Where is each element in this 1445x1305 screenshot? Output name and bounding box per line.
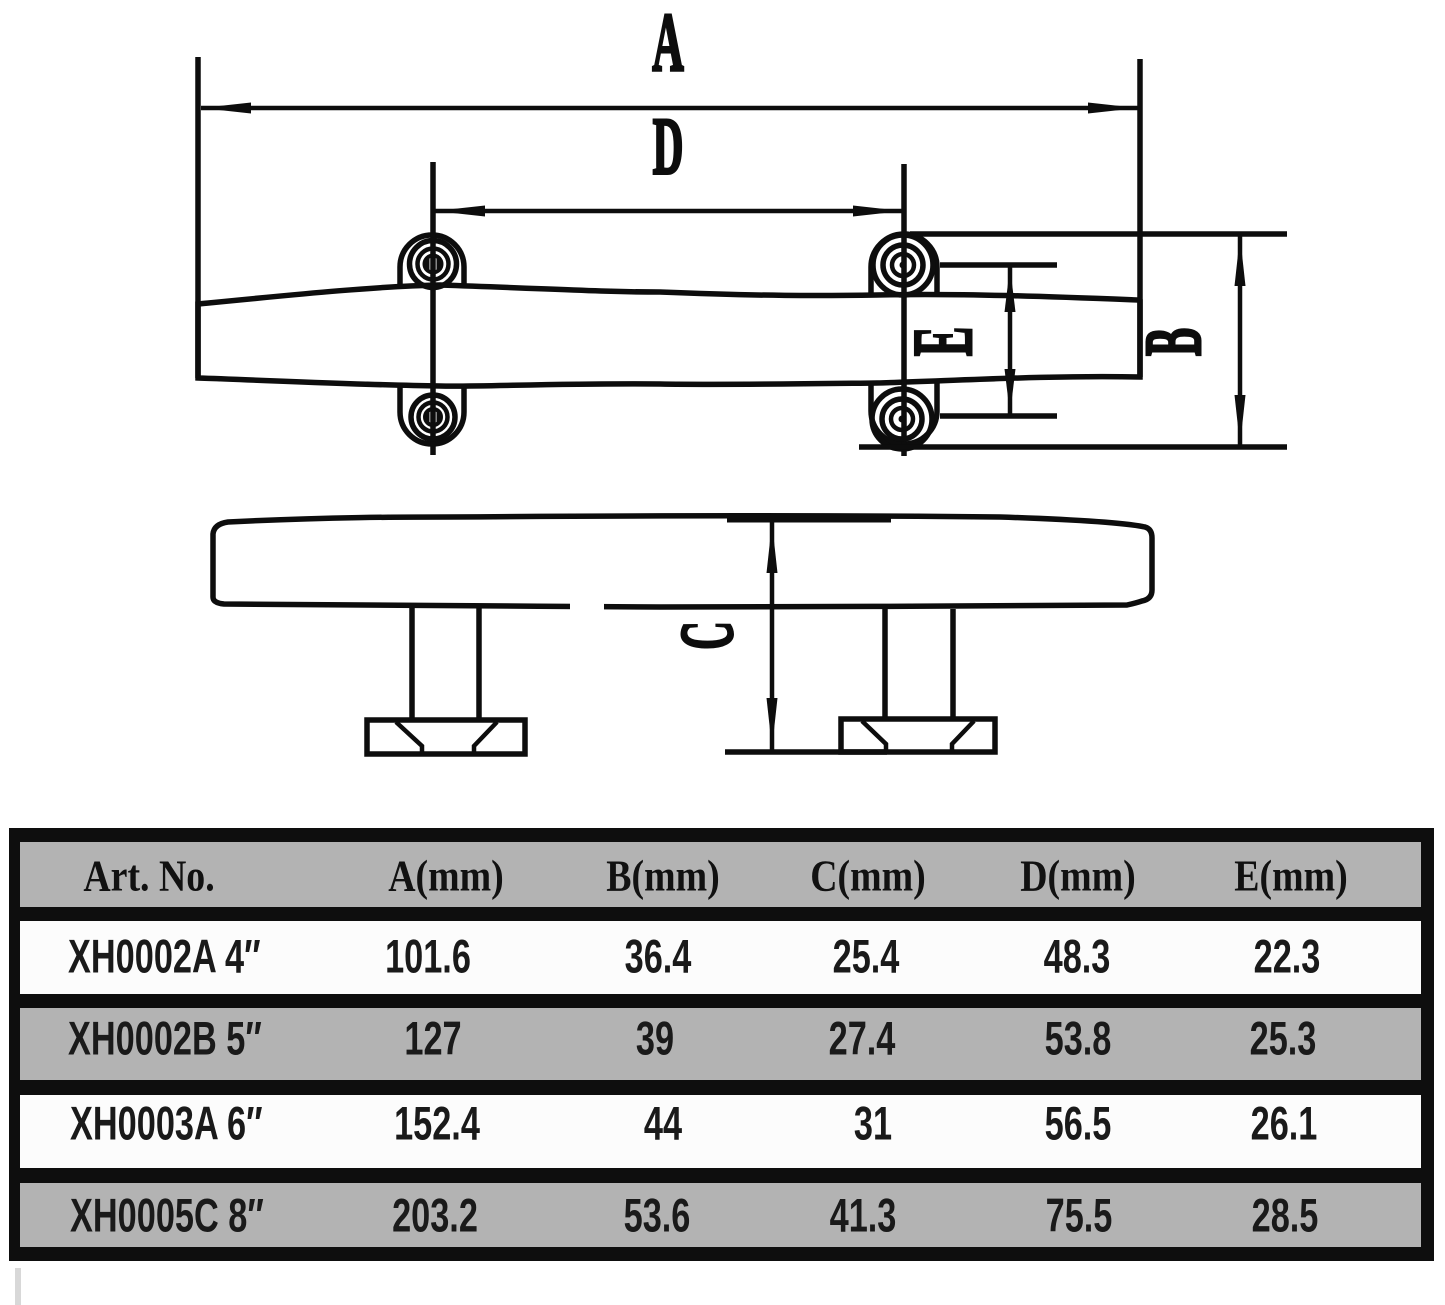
- svg-text:B: B: [1127, 328, 1217, 356]
- svg-text:D: D: [653, 102, 684, 192]
- svg-text:C: C: [666, 621, 749, 649]
- svg-text:A: A: [652, 0, 684, 89]
- svg-text:E: E: [896, 327, 990, 356]
